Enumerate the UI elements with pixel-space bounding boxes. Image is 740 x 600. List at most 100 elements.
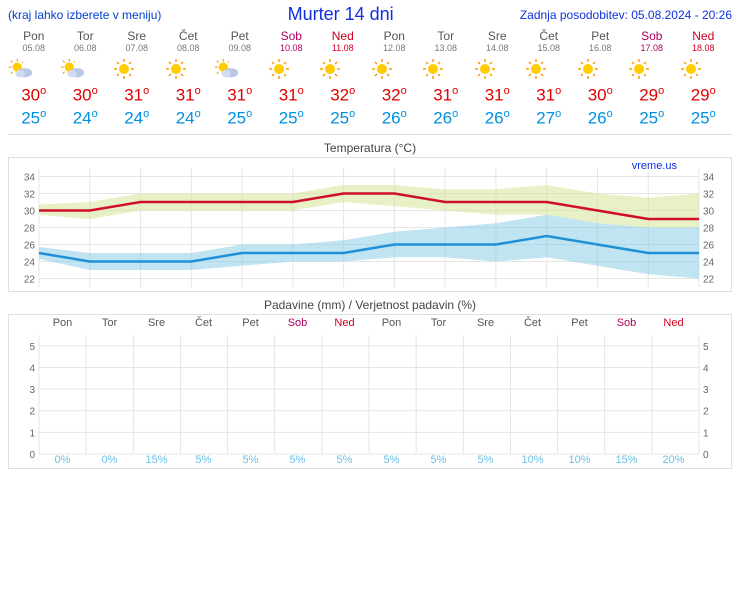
precip-probability: 5% [462,454,509,466]
day-name: Čet [163,29,215,43]
day-date: 18.08 [678,43,730,53]
svg-text:22: 22 [24,275,36,286]
temp-low: 26o [575,108,627,129]
temp-low: 25o [8,108,60,129]
temp-low: 27o [523,108,575,129]
temp-high: 31o [420,85,472,106]
day-date: 07.08 [111,43,163,53]
temp-low: 25o [214,108,266,129]
day-column: Čet08.0831o24o [163,29,215,128]
precip-day-name: Sre [133,317,180,329]
temp-low: 25o [678,108,730,129]
day-name: Tor [60,29,112,43]
precip-day-name: Čet [509,317,556,329]
day-column: Ned11.0832o25o [317,29,369,128]
weather-icon [420,57,472,81]
weather-icon [369,57,421,81]
precip-day-name: Sob [274,317,321,329]
svg-text:22: 22 [703,275,715,286]
svg-text:1: 1 [29,429,35,440]
svg-text:0: 0 [703,450,709,461]
day-column: Tor06.0830o24o [60,29,112,128]
precip-probability: 15% [603,454,650,466]
day-column: Sob10.0831o25o [266,29,318,128]
day-column: Sob17.08 29o25o [626,29,678,128]
svg-text:28: 28 [24,224,36,235]
temp-high: 29o [626,85,678,106]
svg-text:5: 5 [29,342,35,353]
temp-low: 26o [472,108,524,129]
last-updated: Zadnja posodobitev: 05.08.2024 - 20:26 [520,8,732,22]
precip-probability: 20% [650,454,697,466]
temp-high: 32o [317,85,369,106]
temp-high: 32o [369,85,421,106]
precip-probability: 5% [227,454,274,466]
weather-icon [266,57,318,81]
forecast-row: Pon05.0830o25oTor06.0830o24oSre07.0831o2… [8,29,732,128]
precip-probability: 10% [556,454,603,466]
day-date: 16.08 [575,43,627,53]
svg-text:34: 34 [703,173,715,184]
temp-high: 31o [472,85,524,106]
page-title: Murter 14 dni [161,4,519,25]
precip-day-name: Pet [227,317,274,329]
day-date: 08.08 [163,43,215,53]
temp-high: 31o [163,85,215,106]
day-date: 17.08 [626,43,678,53]
header: (kraj lahko izberete v meniju) Murter 14… [8,4,732,25]
precip-day-name: Ned [650,317,697,329]
watermark: vreme.us [630,160,679,172]
svg-text:32: 32 [703,190,715,201]
svg-text:2: 2 [703,407,709,418]
weather-icon [523,57,575,81]
day-name: Sre [111,29,163,43]
day-column: Pet16.0830o26o [575,29,627,128]
svg-text:26: 26 [703,241,715,252]
precip-probability: 5% [415,454,462,466]
day-column: Ned18.0829o25o [678,29,730,128]
precip-day-name: Pon [368,317,415,329]
precip-probability: 5% [274,454,321,466]
day-date: 12.08 [369,43,421,53]
weather-icon [626,57,678,81]
day-column: Pet09.0831o25o [214,29,266,128]
day-date: 11.08 [317,43,369,53]
precip-probability: 10% [509,454,556,466]
day-column: Pon12.08 32o26o [369,29,421,128]
svg-text:4: 4 [29,364,35,375]
weather-icon [678,57,730,81]
temp-high: 31o [111,85,163,106]
precip-day-name: Tor [415,317,462,329]
temp-high: 30o [575,85,627,106]
precip-probability: 15% [133,454,180,466]
weather-icon [60,57,112,81]
precip-probability: 0% [86,454,133,466]
temp-low: 25o [266,108,318,129]
precip-probability: 5% [368,454,415,466]
weather-icon [111,57,163,81]
day-name: Pon [8,29,60,43]
precip-day-name: Pon [39,317,86,329]
svg-text:24: 24 [24,258,36,269]
precip-chart: PonTorSreČetPetSobNedPonTorSreČetPetSobN… [8,314,732,469]
day-name: Sob [626,29,678,43]
svg-text:1: 1 [703,429,709,440]
day-date: 10.08 [266,43,318,53]
temp-high: 31o [266,85,318,106]
temp-high: 31o [523,85,575,106]
temp-high: 31o [214,85,266,106]
weather-icon [8,57,60,81]
weather-icon [163,57,215,81]
svg-text:0: 0 [29,450,35,461]
day-name: Pon [369,29,421,43]
day-name: Sre [472,29,524,43]
svg-text:4: 4 [703,364,709,375]
svg-text:2: 2 [29,407,35,418]
temp-high: 30o [8,85,60,106]
day-column: Sre07.0831o24o [111,29,163,128]
svg-text:32: 32 [24,190,36,201]
divider [8,134,732,135]
temp-low: 26o [369,108,421,129]
temp-chart: 2222242426262828303032323434 vreme.us [8,157,732,292]
temp-low: 25o [626,108,678,129]
